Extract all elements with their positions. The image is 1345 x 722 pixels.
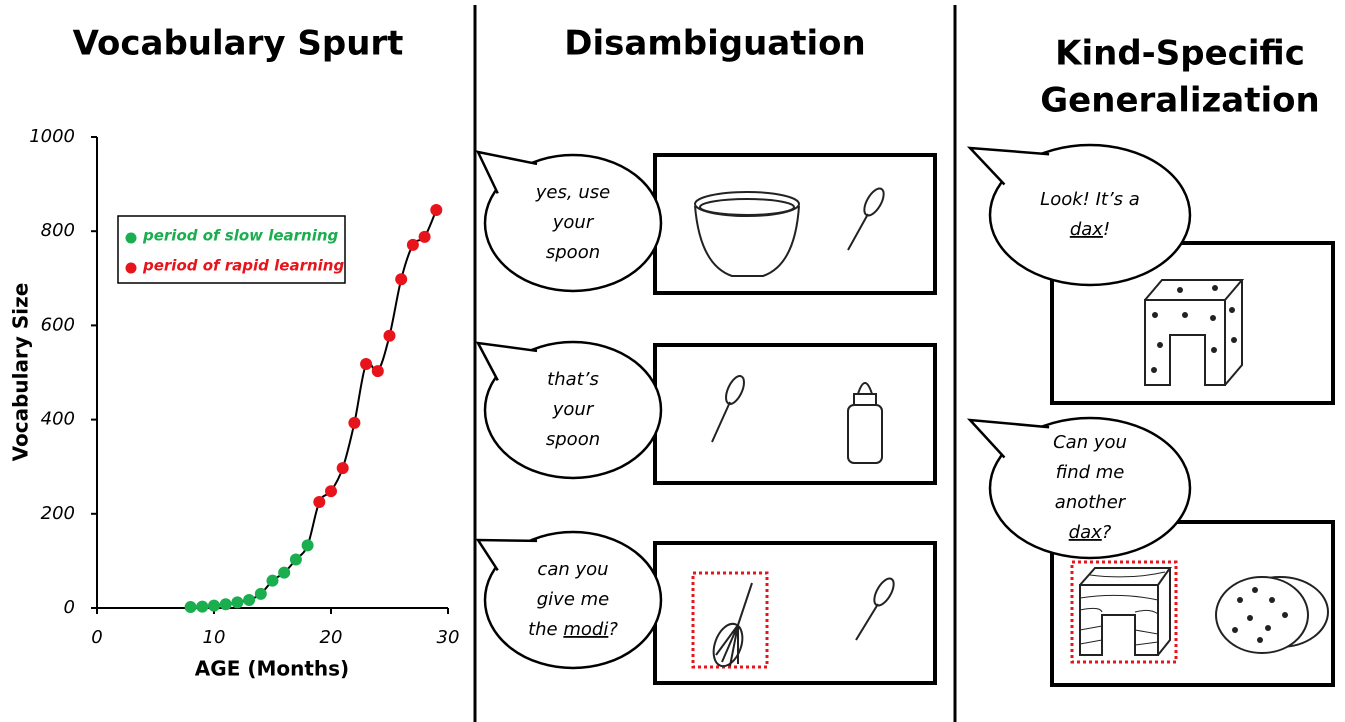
bubble-text: dax? <box>1069 522 1112 543</box>
legend-label: period of slow learning <box>142 227 339 245</box>
y-tick-label: 800 <box>41 220 75 241</box>
point <box>419 231 431 243</box>
x-tick-label: 10 <box>203 627 226 648</box>
bubble-text-part: dax <box>1069 522 1102 543</box>
point <box>185 601 197 613</box>
point <box>325 485 337 497</box>
panel-title: Generalization <box>1040 81 1319 121</box>
x-tick-label: 20 <box>320 627 343 648</box>
bubble-text: Can you <box>1053 432 1127 453</box>
point <box>255 588 267 600</box>
point <box>220 598 232 610</box>
point <box>196 601 208 613</box>
chart-title: Vocabulary Spurt <box>73 24 404 64</box>
point <box>267 575 279 587</box>
point <box>360 358 372 370</box>
bubble-text: that’s <box>547 369 599 390</box>
figure: Vocabulary Spurt AGE (Months) Vocabulary… <box>0 0 1345 722</box>
point <box>372 365 384 377</box>
panel-title: Disambiguation <box>564 24 865 64</box>
bubble-text: spoon <box>546 429 600 450</box>
y-axis-label: Vocabulary Size <box>9 283 33 462</box>
point <box>337 462 349 474</box>
disk <box>1216 577 1328 653</box>
legend-marker <box>126 233 137 244</box>
bubble-text-part: ? <box>608 619 618 640</box>
bubble-text: your <box>552 399 595 420</box>
point <box>395 273 407 285</box>
point <box>231 596 243 608</box>
bubble-text-part: the <box>528 619 563 640</box>
x-tick-label: 0 <box>91 627 102 648</box>
dax-dotted <box>1145 280 1242 385</box>
y-tick-label: 200 <box>41 503 75 524</box>
spoon <box>712 373 748 442</box>
bubble-text: Look! It’s a <box>1040 189 1140 210</box>
bubble-text: can you <box>537 559 608 580</box>
bubble-text: your <box>552 212 595 233</box>
y-tick-label: 0 <box>64 597 75 618</box>
point <box>302 539 314 551</box>
bubble-text-part: ? <box>1102 522 1112 543</box>
whisk <box>708 583 752 670</box>
point <box>348 417 360 429</box>
bubble-text: the modi? <box>528 619 618 640</box>
bubble-text: dax! <box>1070 219 1110 240</box>
y-tick-label: 400 <box>41 409 75 430</box>
bubble-text: another <box>1055 492 1127 513</box>
spoon <box>848 186 888 250</box>
point <box>278 567 290 579</box>
legend-marker <box>126 263 137 274</box>
spoon <box>856 576 898 640</box>
x-axis-label: AGE (Months) <box>195 657 349 681</box>
legend-label: period of rapid learning <box>142 257 344 275</box>
point <box>290 553 302 565</box>
dax-striped <box>1080 568 1170 655</box>
point <box>208 600 220 612</box>
point <box>384 330 396 342</box>
bubble-text-part: ! <box>1103 219 1110 240</box>
point <box>313 496 325 508</box>
bowl <box>695 192 799 276</box>
bubble-text: give me <box>537 589 609 610</box>
panel-title: Kind-Specific <box>1055 34 1305 74</box>
point <box>243 594 255 606</box>
bubble-text: yes, use <box>535 182 610 203</box>
point <box>430 204 442 216</box>
point <box>407 239 419 251</box>
y-tick-label: 600 <box>41 314 75 335</box>
bubble-text: spoon <box>546 242 600 263</box>
y-tick-label: 1000 <box>29 126 75 147</box>
x-tick-label: 30 <box>437 627 460 648</box>
bubble-text: find me <box>1056 462 1125 483</box>
bottle <box>848 383 882 463</box>
bubble-text-part: modi <box>563 619 608 640</box>
bubble-text-part: dax <box>1070 219 1103 240</box>
